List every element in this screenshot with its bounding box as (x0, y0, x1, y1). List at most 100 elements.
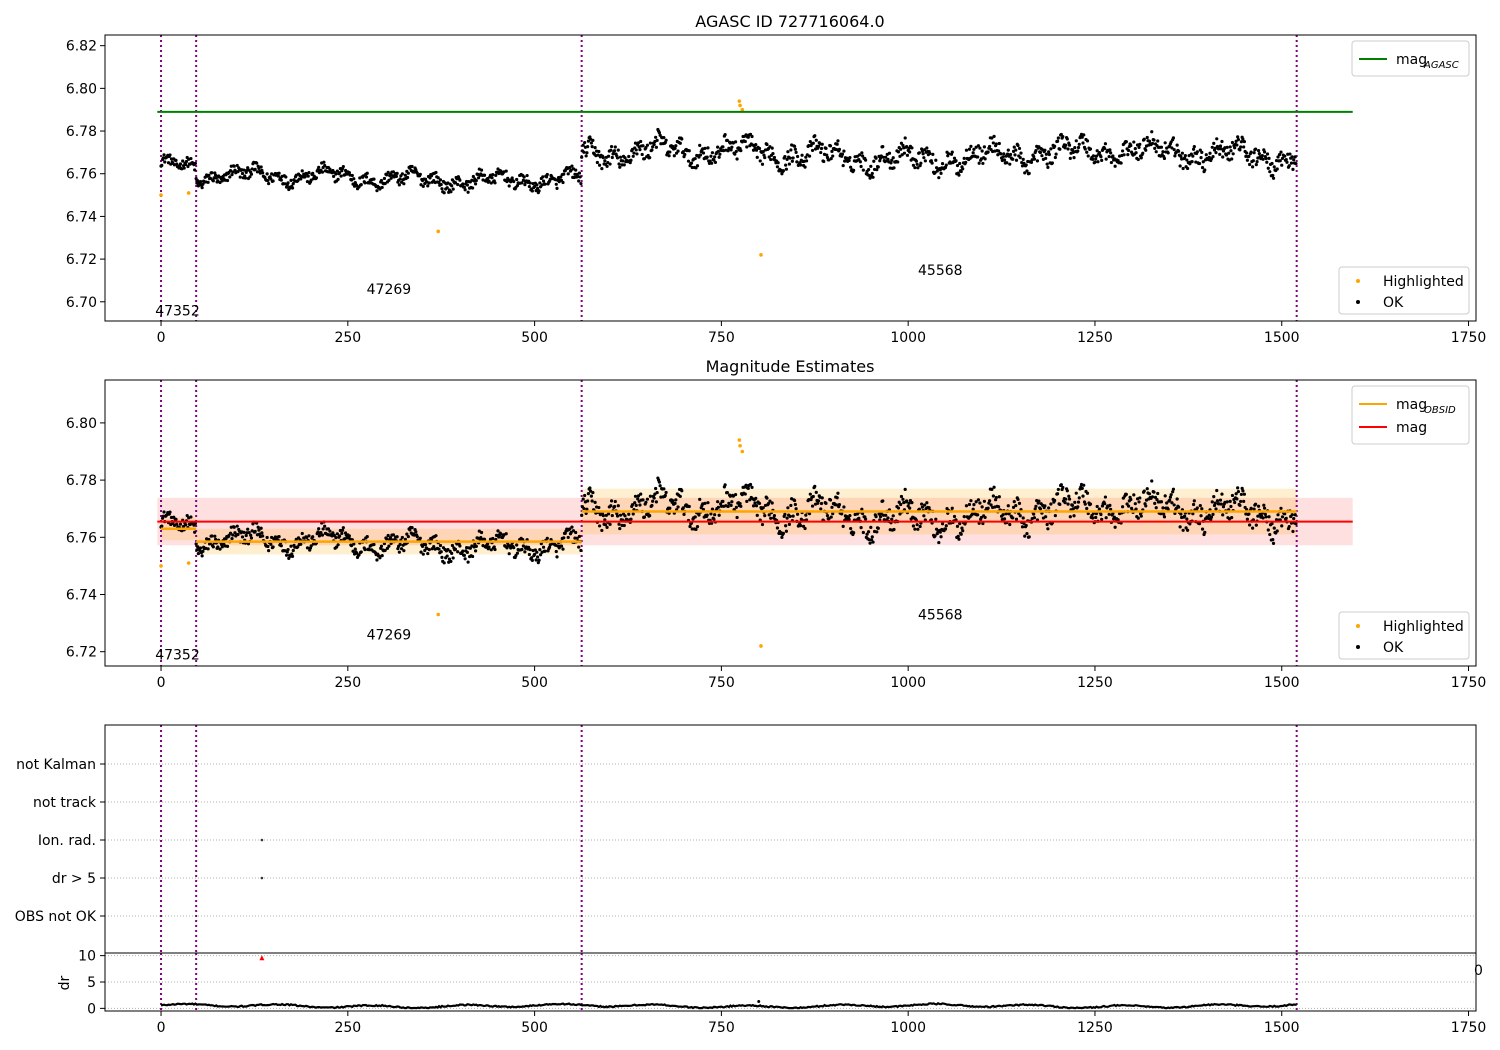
ok-point (667, 154, 671, 158)
ok-point (641, 144, 645, 148)
legend-label: mag (1396, 420, 1427, 436)
ok-point (1040, 154, 1044, 158)
ok-point (1200, 166, 1205, 170)
ok-point (878, 514, 883, 519)
ok-point (1162, 156, 1167, 161)
ok-point (426, 184, 430, 188)
ok-point (770, 146, 774, 150)
ok-point (182, 166, 186, 170)
ok-point (1058, 147, 1062, 151)
ok-point (701, 507, 706, 512)
ok-point (760, 522, 765, 527)
ok-point (450, 551, 454, 555)
ok-point (317, 534, 322, 538)
ok-point (668, 150, 672, 154)
ok-point (1049, 147, 1053, 151)
ok-point (489, 548, 493, 552)
ok-point (589, 494, 593, 498)
ok-point (923, 503, 927, 507)
ok-point (1080, 486, 1084, 490)
ok-point (925, 501, 929, 505)
ok-point (352, 177, 356, 181)
ok-point (598, 163, 602, 167)
ok-point (620, 523, 624, 527)
ok-point (1278, 159, 1282, 163)
agasc-lower-legend-frame (1338, 266, 1470, 315)
ok-point (1200, 150, 1204, 155)
ok-point (978, 146, 982, 150)
ok-point (1183, 156, 1187, 160)
ok-point (574, 168, 578, 172)
agasc-panel-title: AGASC ID 727716064.0 (695, 12, 884, 31)
ok-point (1049, 502, 1053, 506)
ok-point (1293, 513, 1297, 517)
ok-point (246, 542, 251, 546)
ok-point (1045, 162, 1049, 166)
ok-point (1014, 517, 1019, 521)
ok-point (1241, 137, 1245, 141)
ok-point (1032, 516, 1037, 520)
ok-point (927, 506, 931, 510)
ok-point (582, 506, 586, 511)
ok-point (1177, 149, 1181, 153)
ok-point (1025, 169, 1029, 173)
ok-point (1126, 504, 1131, 508)
ok-point (814, 490, 818, 494)
ok-point (225, 544, 230, 548)
ok-point (859, 164, 863, 169)
ok-point (1233, 146, 1237, 150)
ok-point (530, 556, 534, 560)
ok-point (609, 504, 613, 508)
ok-point (671, 499, 675, 503)
ok-point (178, 162, 183, 166)
ok-point (515, 177, 519, 182)
ok-point (613, 499, 617, 504)
ok-point (161, 514, 165, 518)
ok-point (983, 515, 987, 520)
ok-point (405, 175, 410, 180)
ok-point (606, 154, 611, 158)
ok-point (617, 522, 621, 526)
ok-point (831, 512, 835, 516)
ok-point (1276, 155, 1280, 159)
ok-point (775, 165, 780, 169)
ok-point (1239, 492, 1243, 497)
flags-axes-frame (104, 724, 1477, 954)
ok-point (990, 487, 994, 492)
ok-point (750, 485, 754, 489)
ok-point (385, 173, 389, 177)
ok-point (1076, 145, 1081, 150)
ok-point (1203, 168, 1207, 172)
ok-point (387, 544, 391, 548)
ok-point (590, 499, 594, 503)
ok-point (847, 517, 851, 522)
ok-point (881, 155, 886, 159)
ok-point (1154, 506, 1158, 510)
ok-point (341, 164, 345, 169)
ok-point (482, 173, 487, 177)
ok-point (1280, 163, 1284, 167)
dr-plot-area: 0 5 10 0 250 500 750 1000 1250 1500 1750 (78, 949, 1486, 1036)
ok-point (662, 135, 666, 140)
ok-point (884, 155, 888, 159)
ok-point (837, 503, 842, 507)
ok-point (726, 504, 730, 509)
ok-point (915, 523, 919, 527)
ok-point (771, 152, 775, 156)
ok-point (290, 186, 295, 190)
ok-point (620, 163, 624, 167)
ok-point (515, 551, 520, 555)
ok-point (1029, 160, 1034, 164)
ok-point (1067, 497, 1072, 501)
ok-point (911, 524, 916, 528)
ok-point (1082, 483, 1086, 487)
ok-point (1023, 534, 1027, 538)
ok-point (1066, 502, 1070, 506)
ok-point (326, 527, 330, 531)
ok-point (930, 161, 934, 165)
ok-point (874, 156, 878, 160)
ok-point (1137, 500, 1141, 504)
ok-point (638, 503, 642, 507)
ok-point (580, 513, 584, 517)
ok-point (300, 169, 304, 173)
